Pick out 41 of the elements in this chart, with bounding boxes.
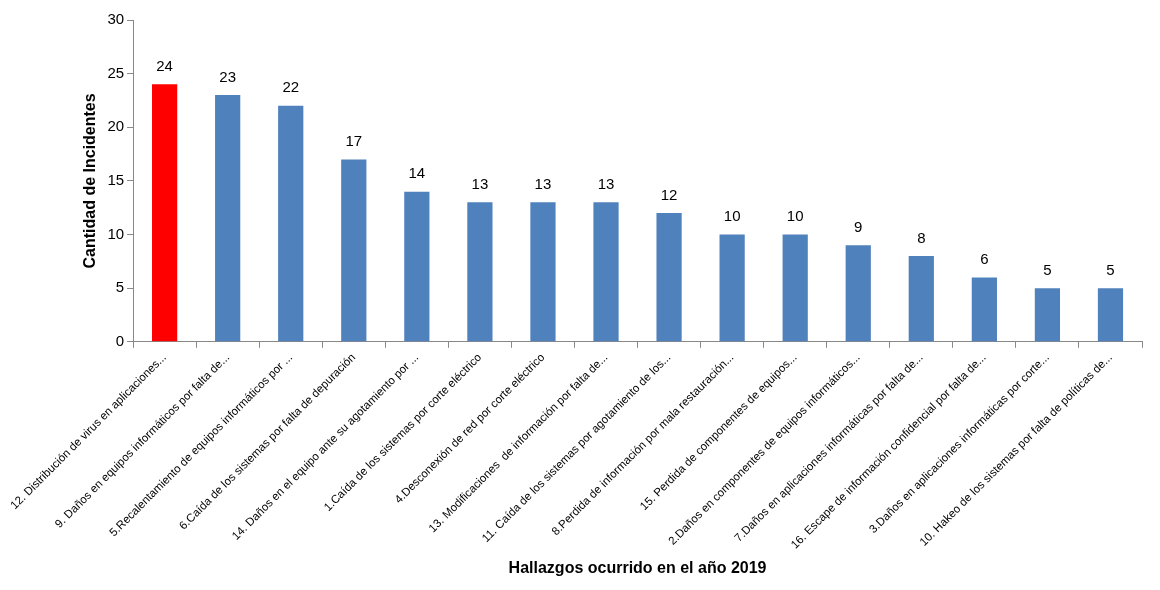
- data-label: 5: [1106, 260, 1115, 278]
- bar: [656, 213, 682, 342]
- bar: [971, 277, 997, 342]
- bar: [404, 191, 430, 342]
- bar: [782, 234, 808, 342]
- y-tick-label: 0: [115, 331, 125, 349]
- data-label: 8: [917, 228, 926, 246]
- bar: [152, 84, 178, 342]
- y-tick-label: 20: [107, 117, 125, 135]
- bar: [593, 202, 619, 342]
- bar: [530, 202, 556, 342]
- bar: [719, 234, 745, 342]
- bar: [215, 95, 241, 342]
- data-label: 22: [282, 78, 300, 96]
- data-label: 6: [980, 250, 989, 268]
- y-tick-label: 10: [107, 224, 125, 242]
- bar: [845, 245, 871, 342]
- y-axis-title: Cantidad de Incidentes: [81, 93, 99, 269]
- bar: [341, 159, 367, 342]
- data-label: 23: [219, 67, 237, 85]
- data-label: 24: [156, 57, 173, 75]
- bar: [1097, 288, 1124, 342]
- data-label: 13: [597, 175, 615, 193]
- data-label: 13: [471, 175, 489, 193]
- data-label: 10: [723, 207, 741, 225]
- data-label: 9: [854, 217, 863, 235]
- data-label: 12: [660, 185, 678, 203]
- y-tick-label: 30: [107, 10, 125, 28]
- y-tick-label: 25: [107, 63, 125, 81]
- bar: [1034, 288, 1061, 342]
- x-axis-title: Hallazgos ocurrido en el año 2019: [508, 558, 767, 576]
- bar: [467, 202, 493, 342]
- y-tick-label: 15: [107, 171, 125, 189]
- data-label: 5: [1043, 260, 1052, 278]
- y-tick-label: 5: [115, 278, 125, 296]
- bar: [908, 256, 934, 342]
- data-label: 14: [408, 164, 426, 182]
- data-label: 17: [345, 132, 363, 150]
- bar: [278, 105, 304, 342]
- data-label: 10: [786, 207, 804, 225]
- data-label: 13: [534, 175, 552, 193]
